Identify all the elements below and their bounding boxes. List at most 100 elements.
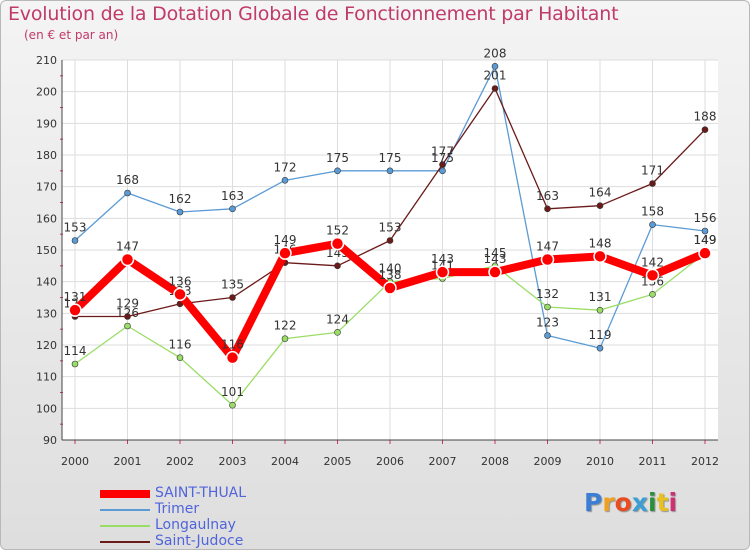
data-label-longaulnay-2012: 149 xyxy=(694,233,717,247)
data-point-longaulnay-2009 xyxy=(544,303,551,311)
data-label-saint-thual-2001: 147 xyxy=(116,240,139,254)
data-point-longaulnay-2003 xyxy=(229,401,236,409)
data-label-longaulnay-2010: 131 xyxy=(589,290,612,304)
chart-title: Evolution de la Dotation Globale de Fonc… xyxy=(8,3,619,25)
data-point-saint-thual-2012 xyxy=(698,246,712,260)
data-label-saint-thual-2009: 147 xyxy=(536,240,559,254)
x-tick-label-2011: 2011 xyxy=(639,455,667,468)
data-label-saint-judoce-2007: 177 xyxy=(431,145,454,159)
data-point-saint-thual-2010 xyxy=(593,249,607,264)
data-point-trimer-2003 xyxy=(229,205,236,213)
y-tick-label-190: 190 xyxy=(36,117,57,130)
x-tick-label-2009: 2009 xyxy=(534,455,562,468)
data-point-saint-judoce-2010 xyxy=(596,202,604,209)
data-label-trimer-2003: 163 xyxy=(221,189,244,203)
data-point-trimer-2006 xyxy=(386,167,394,175)
data-point-saint-thual-2005 xyxy=(330,236,345,251)
data-label-saint-thual-2000: 131 xyxy=(64,290,87,304)
x-tick-label-2008: 2008 xyxy=(481,455,509,468)
data-point-longaulnay-2002 xyxy=(176,354,184,361)
data-label-saint-judoce-2010: 164 xyxy=(589,186,612,200)
data-label-saint-thual-2010: 148 xyxy=(589,236,612,250)
data-label-trimer-2002: 162 xyxy=(169,192,192,206)
data-label-trimer-2000: 153 xyxy=(64,221,87,235)
data-point-saint-thual-2008 xyxy=(488,265,502,279)
data-point-saint-thual-2002 xyxy=(173,287,187,302)
data-label-saint-thual-2007: 143 xyxy=(431,252,454,266)
data-label-saint-judoce-2011: 171 xyxy=(641,164,664,178)
data-label-trimer-2009: 123 xyxy=(536,316,559,330)
data-label-saint-thual-2005: 152 xyxy=(326,224,349,238)
data-label-saint-judoce-2003: 135 xyxy=(221,278,244,292)
y-tick-label-170: 170 xyxy=(36,181,57,194)
data-point-saint-judoce-2012 xyxy=(701,126,709,133)
data-label-longaulnay-2000: 114 xyxy=(64,344,87,358)
data-point-saint-thual-2003 xyxy=(225,350,240,365)
chart-subtitle: (en € et par an) xyxy=(24,28,119,42)
data-label-longaulnay-2003: 101 xyxy=(221,385,244,399)
legend-item-trimer: Trimer xyxy=(100,501,320,518)
data-label-trimer-2011: 158 xyxy=(641,205,664,219)
data-label-saint-judoce-2006: 153 xyxy=(379,221,402,235)
y-tick-label-180: 180 xyxy=(36,149,57,162)
logo-letter: i xyxy=(648,488,657,517)
data-label-longaulnay-2005: 124 xyxy=(326,312,349,326)
legend-item-saint-thual: SAINT-THUAL xyxy=(100,485,320,502)
data-point-saint-thual-2000 xyxy=(68,303,82,317)
data-point-saint-judoce-2001 xyxy=(124,313,131,320)
data-label-longaulnay-2008: 145 xyxy=(484,246,507,260)
y-tick-label-90: 90 xyxy=(43,434,57,447)
chart-legend: SAINT-THUAL Trimer Longaulnay Saint-Judo… xyxy=(100,485,320,550)
data-point-saint-thual-2009 xyxy=(540,252,555,267)
data-point-longaulnay-2000 xyxy=(71,360,79,368)
y-tick-label-210: 210 xyxy=(36,54,57,67)
proxiti-logo: Proxiti xyxy=(584,488,677,517)
data-point-saint-judoce-2008 xyxy=(491,85,499,92)
data-label-saint-thual-2012: 149 xyxy=(694,233,717,247)
data-label-trimer-2005: 175 xyxy=(326,151,349,165)
data-label-longaulnay-2002: 116 xyxy=(169,338,192,352)
legend-swatch-saint-thual xyxy=(100,490,150,498)
data-point-saint-thual-2007 xyxy=(435,265,450,279)
data-label-saint-thual-2002: 136 xyxy=(169,274,192,288)
data-point-saint-judoce-2006 xyxy=(386,237,394,244)
data-label-saint-thual-2004: 149 xyxy=(274,233,297,247)
data-label-saint-thual-2003: 116 xyxy=(221,338,244,352)
data-label-longaulnay-2009: 132 xyxy=(536,287,559,301)
data-point-longaulnay-2004 xyxy=(281,335,289,342)
data-point-trimer-2002 xyxy=(176,208,184,216)
x-tick-label-2005: 2005 xyxy=(324,455,352,468)
data-point-trimer-2005 xyxy=(334,167,341,175)
data-point-longaulnay-2005 xyxy=(334,329,341,336)
data-point-saint-judoce-2011 xyxy=(649,180,656,187)
y-tick-label-160: 160 xyxy=(36,212,57,225)
y-tick-label-110: 110 xyxy=(36,371,57,384)
logo-letter: x xyxy=(631,488,648,517)
x-tick-label-2010: 2010 xyxy=(586,455,614,468)
data-label-trimer-2008: 208 xyxy=(484,46,507,60)
data-label-longaulnay-2006: 140 xyxy=(379,262,402,276)
data-point-saint-judoce-2003 xyxy=(229,294,236,301)
data-point-trimer-2010 xyxy=(596,344,604,352)
logo-letter: t xyxy=(656,488,669,517)
data-point-trimer-2008 xyxy=(491,63,499,70)
data-point-trimer-2012 xyxy=(701,227,709,235)
x-tick-label-2000: 2000 xyxy=(61,455,89,468)
legend-label-saint-judoce: Saint-Judoce xyxy=(155,533,244,549)
x-tick-label-2001: 2001 xyxy=(114,455,142,468)
legend-swatch-saint-judoce xyxy=(100,541,150,543)
data-point-longaulnay-2011 xyxy=(649,291,656,298)
data-label-saint-thual-2006: 138 xyxy=(379,268,402,282)
data-point-longaulnay-2001 xyxy=(124,322,131,330)
legend-item-saint-judoce: Saint-Judoce xyxy=(100,533,320,550)
x-tick-label-2006: 2006 xyxy=(376,455,404,468)
data-point-saint-judoce-2007 xyxy=(439,161,446,168)
x-tick-label-2012: 2012 xyxy=(691,455,719,468)
data-label-saint-thual-2011: 142 xyxy=(641,255,664,269)
legend-swatch-longaulnay xyxy=(100,525,150,527)
legend-swatch-trimer xyxy=(100,509,150,511)
data-label-trimer-2001: 168 xyxy=(116,173,139,187)
x-tick-label-2007: 2007 xyxy=(429,455,457,468)
data-point-trimer-2011 xyxy=(649,221,656,228)
